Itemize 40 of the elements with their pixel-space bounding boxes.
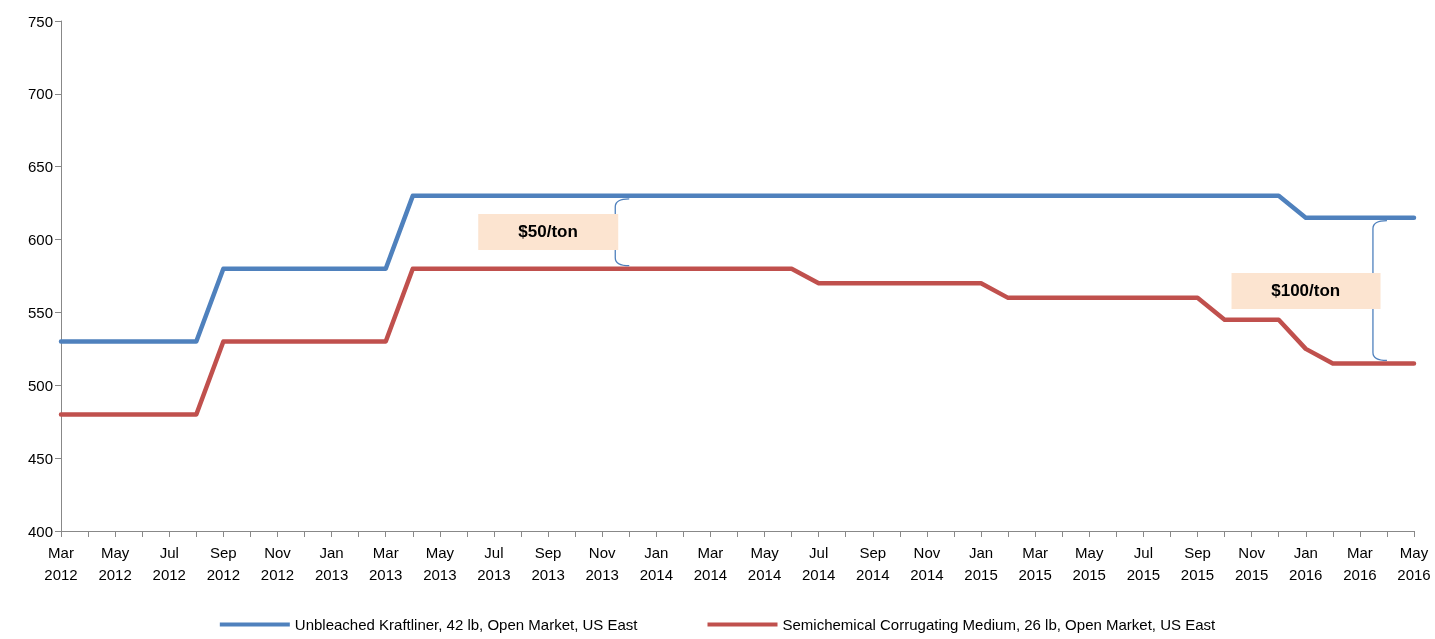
- x-tick-label: Jan 2016: [1289, 543, 1323, 583]
- x-tick-label: Mar 2015: [1018, 543, 1052, 583]
- x-tick-label: Jul 2012: [152, 543, 186, 583]
- line-series: [58, 193, 1417, 344]
- x-tick-label: Mar 2013: [369, 543, 403, 583]
- x-tick-label: May 2015: [1072, 543, 1106, 583]
- x-tick-label: Nov 2012: [260, 543, 295, 583]
- y-tick-label: 700: [27, 85, 53, 103]
- y-tick-label: 600: [27, 231, 53, 249]
- legend-label: Unbleached Kraftliner, 42 lb, Open Market, US East: [294, 616, 639, 633]
- x-tick-label: Jan 2015: [964, 543, 998, 583]
- x-tick-label: Mar 2012: [44, 543, 78, 583]
- x-tick-label: Sep 2014: [856, 543, 890, 583]
- x-tick-label: May 2014: [747, 543, 782, 583]
- note-box: $50/ton: [478, 214, 618, 251]
- x-tick-label: May 2016: [1397, 543, 1431, 583]
- x-tick-label: Nov 2015: [1234, 543, 1269, 583]
- legend-label: Semichemical Corrugating Medium, 26 lb, Open Market, US East: [782, 616, 1217, 633]
- x-tick-label: May 2013: [423, 543, 457, 583]
- x-tick-label: May 2012: [98, 543, 132, 583]
- x-tick-label: Nov 2014: [910, 543, 944, 583]
- y-tick-label: 450: [27, 449, 53, 467]
- y-tick-label: 400: [27, 522, 53, 540]
- x-tick-label: Mar 2014: [693, 543, 728, 583]
- x-tick-label: Jul 2013: [477, 543, 511, 583]
- x-tick-label: Mar 2016: [1343, 543, 1377, 583]
- x-tick-label: Sep 2013: [531, 543, 565, 583]
- line-series: [58, 266, 1417, 417]
- y-tick-label: 550: [27, 303, 53, 321]
- x-tick-label: Jul 2014: [801, 543, 836, 583]
- y-tick-label: 500: [27, 376, 53, 394]
- x-tick-label: Sep 2012: [206, 543, 241, 583]
- note-box: $100/ton: [1231, 272, 1381, 309]
- y-tick-label: 750: [27, 12, 53, 30]
- x-tick-label: Nov 2013: [585, 543, 619, 583]
- x-tick-label: Jan 2014: [639, 543, 674, 583]
- y-tick-label: 650: [27, 158, 53, 176]
- x-tick-label: Jul 2015: [1126, 543, 1161, 583]
- x-tick-label: Sep 2015: [1180, 543, 1215, 583]
- x-tick-label: Jan 2013: [314, 543, 349, 583]
